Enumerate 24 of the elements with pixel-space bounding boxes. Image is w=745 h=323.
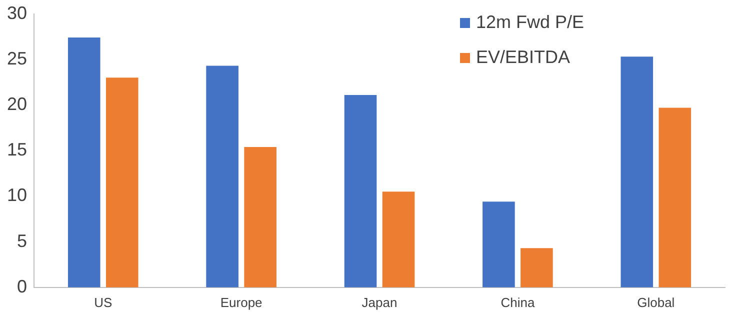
- x-tick-label: Global: [637, 294, 675, 310]
- y-tick-label: 10: [6, 185, 28, 206]
- bar: [658, 108, 692, 288]
- bar: [482, 202, 515, 288]
- bar: [382, 192, 415, 288]
- y-tick-label: 20: [6, 94, 28, 114]
- bar: [520, 248, 553, 288]
- y-tick-label: 15: [6, 140, 28, 160]
- x-tick-label: US: [94, 294, 112, 310]
- x-tick-label: Japan: [362, 294, 398, 310]
- x-tick-label: Europe: [220, 294, 262, 310]
- bar: [244, 146, 276, 288]
- bar: [344, 94, 377, 288]
- x-tick-label: China: [500, 294, 536, 310]
- legend-label: EV/EBITDA: [476, 47, 570, 68]
- y-tick-label: 25: [6, 48, 28, 68]
- bar: [106, 78, 138, 288]
- legend-label: 12m Fwd P/E: [476, 12, 584, 33]
- y-tick-label: 5: [17, 230, 28, 251]
- y-tick-label: 30: [6, 2, 28, 23]
- bar: [206, 66, 238, 288]
- y-tick-label: 0: [17, 276, 28, 296]
- bar: [620, 56, 654, 288]
- bar: [68, 38, 100, 288]
